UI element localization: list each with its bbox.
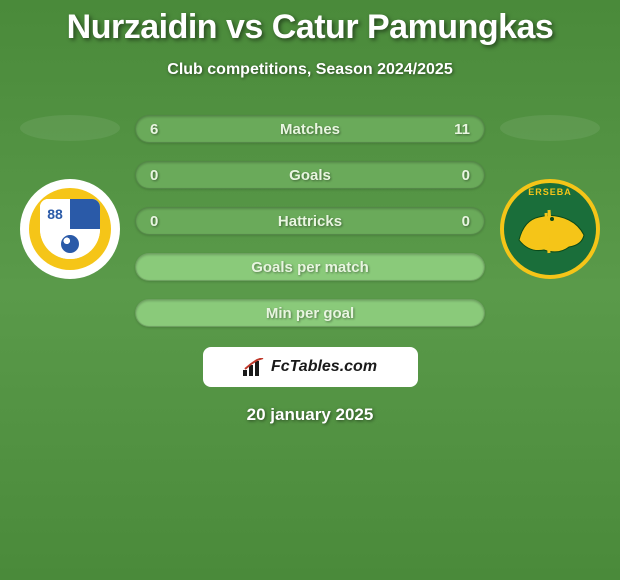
stat-label: Min per goal [136,305,484,322]
stat-label: Matches [136,121,484,138]
right-player-silhouette [500,115,600,141]
attribution-text: FcTables.com [271,358,377,376]
crocodile-icon [514,205,589,260]
left-club-badge: 88 [20,179,120,279]
right-badge-text: ERSEBA [504,187,596,197]
stat-bar: Goals per match [135,253,485,281]
stat-left-value: 0 [150,167,158,184]
soccer-ball-icon [61,235,79,253]
right-club-badge: ERSEBA [500,179,600,279]
stat-bar: Min per goal [135,299,485,327]
stats-bars: 6Matches110Goals00Hattricks0Goals per ma… [135,115,485,327]
stat-right-value: 0 [462,213,470,230]
bar-chart-icon [243,358,265,376]
stat-label: Goals per match [136,259,484,276]
stat-right-value: 11 [454,121,470,138]
left-badge-shield: 88 [40,199,100,259]
left-shield-number: 88 [47,206,63,222]
left-player-silhouette [20,115,120,141]
stat-label: Goals [136,167,484,184]
stat-bar: 0Hattricks0 [135,207,485,235]
attribution-badge: FcTables.com [203,347,418,387]
stat-bar: 0Goals0 [135,161,485,189]
stat-right-value: 0 [462,167,470,184]
stat-bar: 6Matches11 [135,115,485,143]
stat-label: Hattricks [136,213,484,230]
left-badge-ring: 88 [29,188,111,270]
stat-left-value: 6 [150,121,158,138]
left-player-column: 88 [15,115,125,279]
comparison-subtitle: Club competitions, Season 2024/2025 [0,61,620,79]
comparison-title: Nurzaidin vs Catur Pamungkas [0,0,620,47]
stat-left-value: 0 [150,213,158,230]
right-player-column: ERSEBA [495,115,605,279]
comparison-date: 20 january 2025 [0,405,620,425]
comparison-body: 88 6Matches110Goals00Hattricks0Goals per… [0,115,620,327]
